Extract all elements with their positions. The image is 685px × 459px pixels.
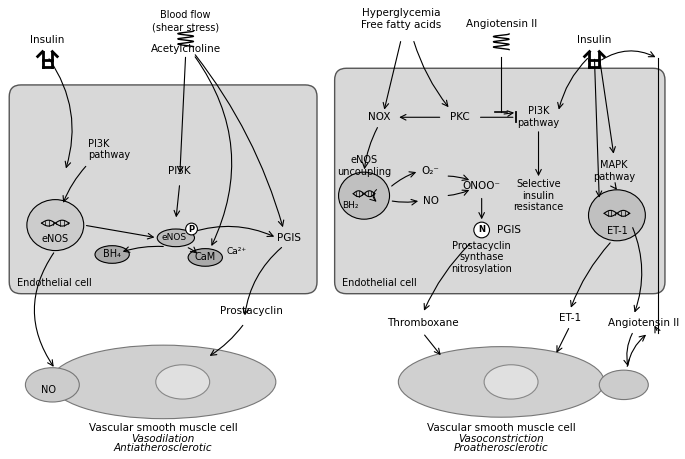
Text: Angiotensin II: Angiotensin II [608, 318, 679, 328]
FancyBboxPatch shape [9, 85, 317, 294]
Text: Vasodilation: Vasodilation [132, 434, 195, 444]
Text: MAPK
pathway: MAPK pathway [593, 160, 635, 182]
Text: Selective
insulin
resistance: Selective insulin resistance [513, 179, 564, 212]
Ellipse shape [338, 172, 390, 219]
Text: ET-1: ET-1 [559, 313, 581, 323]
Text: Endothelial cell: Endothelial cell [17, 278, 92, 288]
Ellipse shape [158, 229, 195, 246]
Text: BH₄: BH₄ [103, 250, 121, 259]
Circle shape [474, 222, 490, 238]
Text: PGIS: PGIS [497, 225, 521, 235]
Text: Endothelial cell: Endothelial cell [342, 278, 417, 288]
Text: BH₂: BH₂ [342, 201, 358, 210]
FancyBboxPatch shape [335, 68, 665, 294]
Text: ONOO⁻: ONOO⁻ [462, 181, 501, 191]
Text: N: N [478, 225, 485, 235]
Ellipse shape [51, 345, 276, 419]
Text: PGIS: PGIS [277, 233, 301, 243]
Ellipse shape [599, 370, 648, 399]
Text: NO: NO [423, 196, 438, 206]
Text: PI3K
pathway: PI3K pathway [517, 106, 560, 128]
Ellipse shape [484, 365, 538, 399]
Text: Vascular smooth muscle cell: Vascular smooth muscle cell [427, 423, 575, 433]
Circle shape [186, 223, 197, 235]
Text: Prostacyclin: Prostacyclin [220, 306, 283, 316]
Text: Thromboxane: Thromboxane [387, 318, 459, 328]
Ellipse shape [155, 365, 210, 399]
Text: Insulin: Insulin [30, 35, 64, 45]
Text: Angiotensin II: Angiotensin II [466, 19, 537, 29]
Ellipse shape [25, 368, 79, 402]
Text: Antiatherosclerotic: Antiatherosclerotic [114, 442, 212, 453]
Text: CaM: CaM [195, 252, 216, 263]
Text: Vasoconstriction: Vasoconstriction [458, 434, 544, 444]
Ellipse shape [27, 200, 84, 251]
Ellipse shape [95, 246, 129, 263]
Text: eNOS: eNOS [162, 233, 186, 242]
Text: Vascular smooth muscle cell: Vascular smooth muscle cell [89, 423, 238, 433]
Text: Proatherosclerotic: Proatherosclerotic [454, 442, 549, 453]
Text: NOX: NOX [367, 112, 390, 122]
Text: P: P [188, 224, 195, 234]
Text: Hyperglycemia
Free fatty acids: Hyperglycemia Free fatty acids [361, 8, 441, 30]
Text: ET-1: ET-1 [606, 226, 627, 236]
Text: PI3K
pathway: PI3K pathway [88, 139, 129, 160]
Ellipse shape [188, 249, 223, 266]
Text: Ca²⁺: Ca²⁺ [227, 247, 247, 256]
Text: eNOS
uncoupling: eNOS uncoupling [337, 156, 391, 177]
Text: PKC: PKC [450, 112, 470, 122]
Text: Blood flow
(shear stress): Blood flow (shear stress) [152, 11, 219, 32]
Text: eNOS: eNOS [42, 234, 69, 244]
Text: PI3K: PI3K [169, 166, 191, 176]
Text: O₂⁻: O₂⁻ [422, 166, 440, 176]
Text: Insulin: Insulin [577, 35, 612, 45]
Text: Prostacyclin
synthase
nitrosylation: Prostacyclin synthase nitrosylation [451, 241, 512, 274]
Text: NO: NO [41, 385, 56, 395]
Ellipse shape [588, 190, 645, 241]
Ellipse shape [399, 347, 604, 417]
Text: Acetylcholine: Acetylcholine [151, 44, 221, 54]
